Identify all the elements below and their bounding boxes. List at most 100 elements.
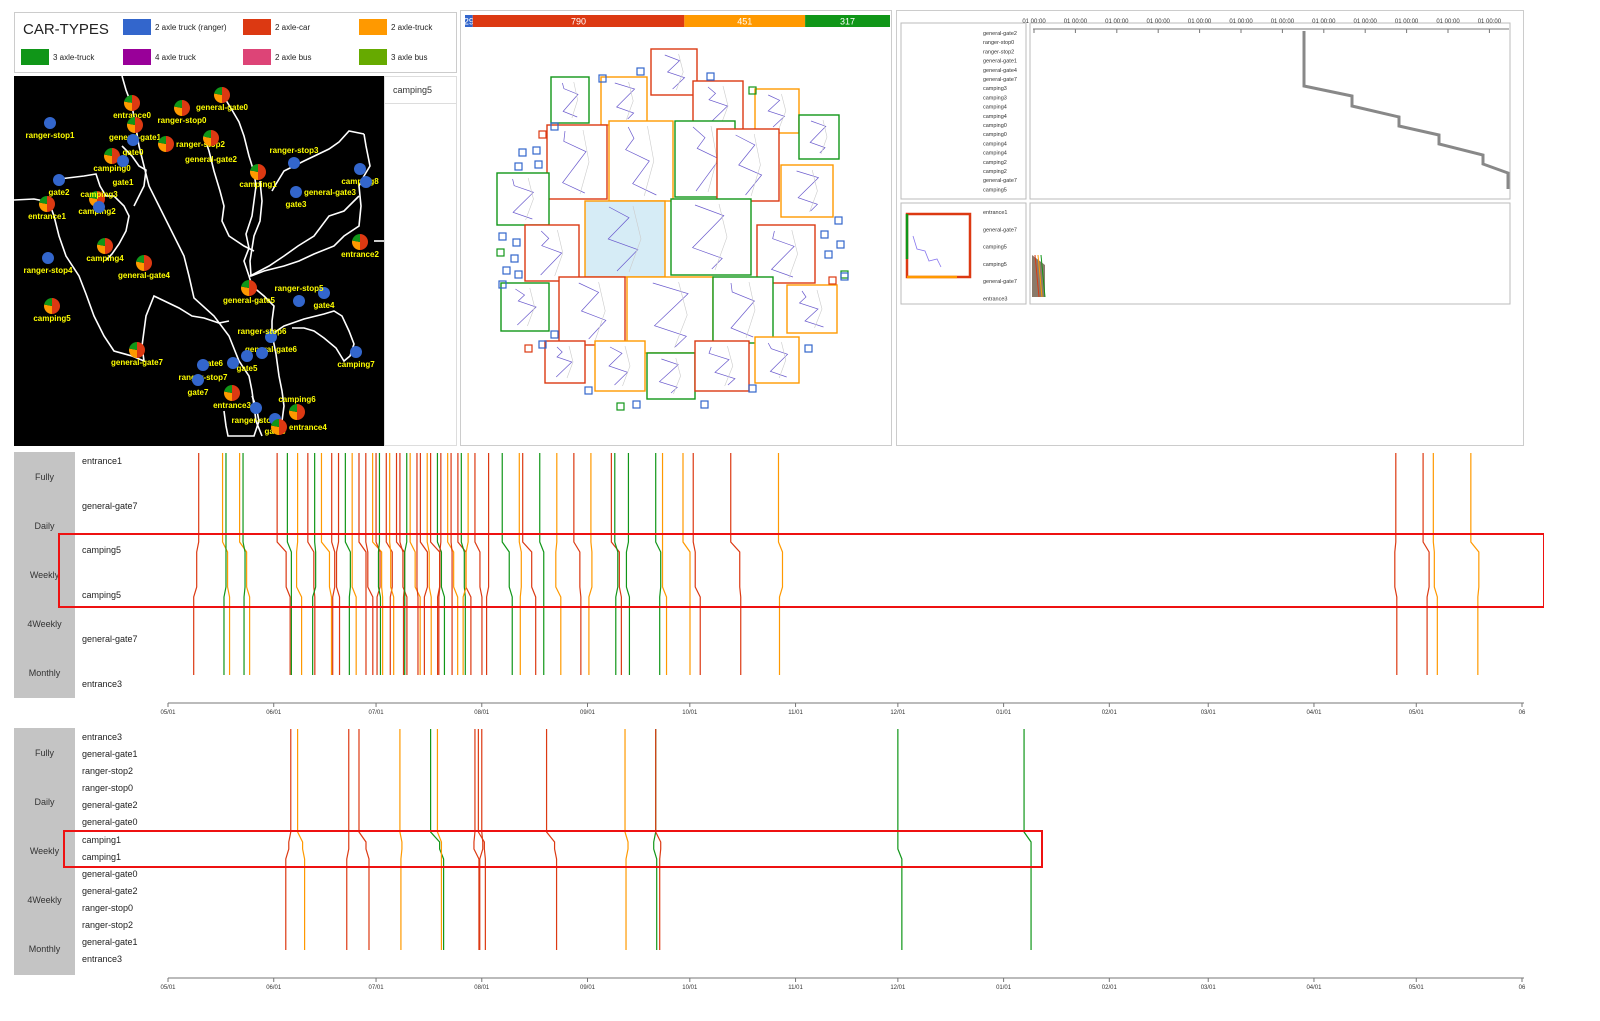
trip-line[interactable] <box>276 453 291 675</box>
trip-line[interactable] <box>335 453 341 675</box>
legend-item[interactable]: 2 axle bus <box>243 49 311 65</box>
map-node-ranger-stop5[interactable]: ranger-stop5 <box>275 284 324 307</box>
legend-item[interactable]: 3 axle bus <box>359 49 427 65</box>
stop-marker[interactable] <box>502 266 511 275</box>
map-node-general-gate2[interactable]: general-gate2 <box>185 130 238 164</box>
map-node-gate5[interactable]: gate5 <box>237 350 258 373</box>
mode-fully[interactable]: Fully <box>34 471 54 482</box>
type-count-bar-car[interactable] <box>472 15 685 27</box>
trip-line[interactable] <box>358 453 367 675</box>
stop-marker[interactable] <box>616 402 625 411</box>
trajectory-thumbnail[interactable] <box>524 224 580 282</box>
trip-line[interactable] <box>460 453 466 675</box>
stop-marker[interactable] <box>498 232 507 241</box>
map-node-gate3[interactable]: gate3 <box>286 186 307 209</box>
trajectory-thumbnail[interactable] <box>694 340 750 392</box>
map-node-ranger-stop1[interactable]: ranger-stop1 <box>26 117 75 140</box>
map-node-general-gate5[interactable]: general-gate5 <box>223 280 276 305</box>
trip-line[interactable] <box>1023 729 1032 950</box>
stop-marker[interactable] <box>834 216 843 225</box>
mode-daily[interactable]: Daily <box>34 796 55 807</box>
trip-line[interactable] <box>426 453 432 675</box>
trip-line[interactable] <box>614 453 619 675</box>
trip-line[interactable] <box>588 453 593 675</box>
trip-line[interactable] <box>624 729 629 950</box>
stop-marker[interactable] <box>584 386 593 395</box>
map-node-ranger-stop4[interactable]: ranger-stop4 <box>24 252 73 275</box>
trajectory-thumbnail[interactable] <box>650 48 698 96</box>
trip-line[interactable] <box>377 453 382 675</box>
type-count-bar-truck3[interactable] <box>805 15 890 27</box>
trip-line[interactable] <box>436 729 443 950</box>
trip-line[interactable] <box>404 453 408 675</box>
trip-line[interactable] <box>447 453 459 675</box>
trip-line[interactable] <box>625 453 631 675</box>
thumbnail-canvas[interactable]: 29 790 451 317 <box>461 11 893 447</box>
map-canvas[interactable]: entrance0 ranger-stop0 general-gate0 ranger… <box>13 75 384 446</box>
trip-line[interactable] <box>522 453 537 675</box>
mode-monthly[interactable]: Monthly <box>28 667 61 678</box>
map-node-entrance3[interactable]: entrance3 <box>213 385 251 410</box>
trip-line[interactable] <box>777 453 784 675</box>
highlight-box[interactable] <box>58 533 1544 608</box>
trip-line[interactable] <box>573 453 582 675</box>
trip-line[interactable] <box>450 453 453 675</box>
trip-line[interactable] <box>331 453 336 675</box>
trajectory-thumbnail[interactable] <box>786 284 838 334</box>
trip-line[interactable] <box>193 453 200 675</box>
trip-line[interactable] <box>655 453 662 675</box>
trip-line[interactable] <box>1432 453 1438 675</box>
pattern-thumbnail[interactable] <box>905 212 972 279</box>
stop-marker[interactable] <box>748 384 757 393</box>
trip-line[interactable] <box>436 453 446 675</box>
trajectory-thumbnail[interactable] <box>558 276 626 346</box>
stop-marker[interactable] <box>532 146 541 155</box>
legend-item[interactable]: 2 axle-truck <box>359 19 432 35</box>
stop-marker[interactable] <box>510 254 519 263</box>
stop-marker[interactable] <box>498 280 507 289</box>
stop-marker[interactable] <box>514 162 523 171</box>
trip-line[interactable] <box>307 453 316 675</box>
trip-line[interactable] <box>655 729 662 950</box>
trip-line[interactable] <box>375 453 381 675</box>
trip-line[interactable] <box>473 729 480 950</box>
trajectory-thumbnail[interactable] <box>754 336 800 384</box>
trip-line[interactable] <box>286 453 292 675</box>
map-node-camping7[interactable]: camping7 <box>337 346 375 369</box>
stop-marker[interactable] <box>748 86 757 95</box>
trip-line[interactable] <box>479 729 484 950</box>
trip-line[interactable] <box>730 453 742 675</box>
map-node-ranger-stop8[interactable]: ranger-stop8 <box>232 402 281 425</box>
mode-weekly[interactable]: Weekly <box>29 845 60 856</box>
trajectory-thumbnail[interactable] <box>712 276 774 344</box>
stop-marker[interactable] <box>804 344 813 353</box>
trip-line[interactable] <box>346 729 350 950</box>
stop-marker[interactable] <box>496 248 505 257</box>
stop-marker[interactable] <box>538 340 547 349</box>
stop-marker[interactable] <box>840 270 849 279</box>
trip-line[interactable] <box>399 729 403 950</box>
stop-marker[interactable] <box>514 270 523 279</box>
map-node-gate6[interactable]: gate6 <box>202 357 239 369</box>
stop-marker[interactable] <box>836 240 845 249</box>
stop-marker[interactable] <box>706 72 715 81</box>
mode-weekly[interactable]: Weekly <box>29 569 60 580</box>
map-node-gate1[interactable]: gate1 <box>113 155 134 187</box>
trip-line[interactable] <box>312 453 317 675</box>
map-node-camping5[interactable]: camping5 <box>33 298 71 323</box>
trip-line[interactable] <box>416 453 419 675</box>
trip-line[interactable] <box>462 453 469 675</box>
mode-monthly[interactable]: Monthly <box>28 943 61 954</box>
trip-line[interactable] <box>221 453 231 675</box>
trip-line[interactable] <box>358 729 370 950</box>
trajectory-thumbnail[interactable] <box>756 224 816 284</box>
map-node-ranger-stop6[interactable]: ranger-stop6 <box>238 327 287 359</box>
mode-daily[interactable]: Daily <box>34 520 55 531</box>
trajectory-thumbnail[interactable] <box>600 76 648 126</box>
trip-line[interactable] <box>297 729 306 950</box>
trip-line[interactable] <box>344 453 351 675</box>
trip-line[interactable] <box>399 453 408 675</box>
trip-line[interactable] <box>242 453 246 675</box>
trip-line[interactable] <box>320 453 333 675</box>
legend-item[interactable]: 3 axle-truck <box>21 49 94 65</box>
